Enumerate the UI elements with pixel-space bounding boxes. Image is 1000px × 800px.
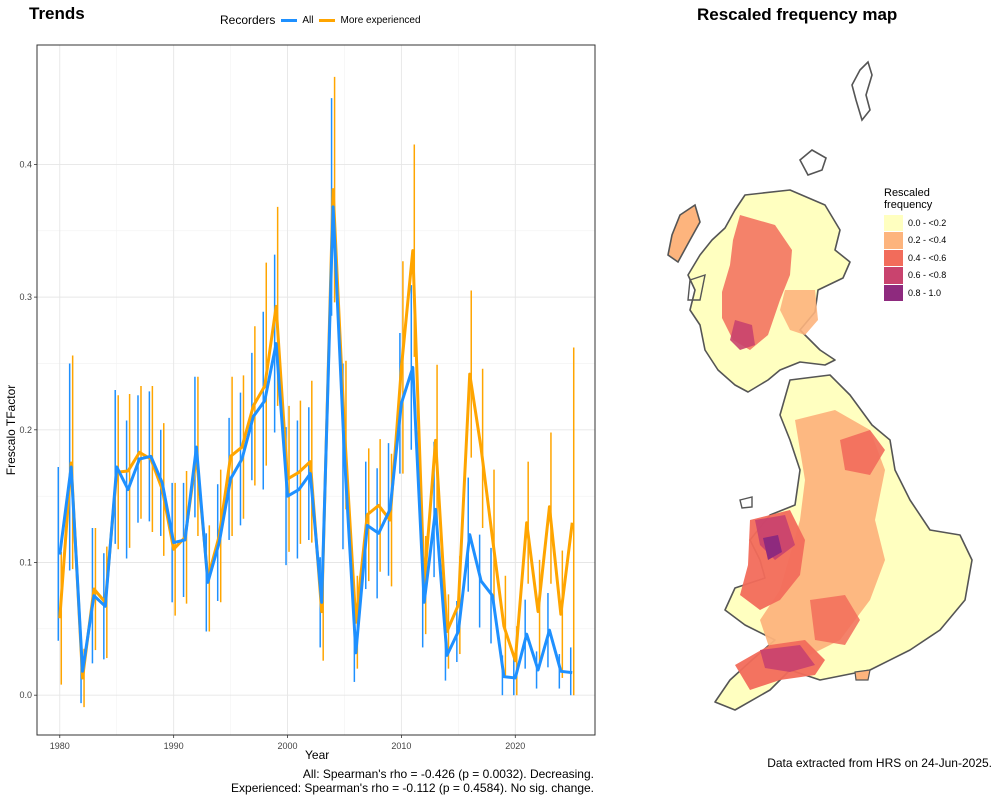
map-shetland <box>851 60 873 122</box>
map-skye <box>687 273 706 301</box>
map-southwest-deep <box>760 645 815 672</box>
chart-legend: Recorders All More experienced <box>220 11 421 29</box>
map-legend-swatch <box>884 284 903 301</box>
map-isle-of-wight <box>854 669 871 681</box>
map-legend: Rescaled frequency 0.0 - <0.2 0.2 - <0.4… <box>884 187 954 302</box>
map-legend-title: Rescaled frequency <box>884 187 933 211</box>
map-south-hot <box>810 595 860 645</box>
map-anglesey <box>739 496 753 509</box>
map-legend-label: 0.4 - <0.6 <box>908 252 947 263</box>
x-tick-label: 2010 <box>391 741 411 751</box>
legend-swatch-all <box>281 18 298 22</box>
map-england-warm <box>760 410 885 660</box>
y-tick-label: 0.4 <box>19 159 32 169</box>
map-legend-label: 0.0 - <0.2 <box>908 217 947 228</box>
y-axis-label: Frescalo TFactor <box>4 384 18 476</box>
series-lines <box>58 188 574 680</box>
map-scotland-deep <box>730 320 755 350</box>
map-orkney <box>798 149 827 176</box>
legend-swatch-experienced <box>319 18 336 22</box>
legend-item-all: All <box>281 15 313 26</box>
axis-ticks: 0.0 0.1 0.2 0.3 0.4 1980 1990 2000 2010 2020 <box>19 159 525 751</box>
map-legend-swatch <box>884 249 903 266</box>
map-legend-label: 0.6 - <0.8 <box>908 270 947 281</box>
map-legend-row: 0.0 - <0.2 <box>884 214 954 232</box>
map-legend-row: 0.8 - 1.0 <box>884 284 954 302</box>
trend-chart: 0.0 0.1 0.2 0.3 0.4 1980 1990 2000 2010 2020 <box>19 44 596 751</box>
y-tick-label: 0.1 <box>19 558 32 568</box>
legend-label-all: All <box>302 14 314 26</box>
y-tick-label: 0.0 <box>19 690 32 700</box>
x-tick-label: 1990 <box>164 741 184 751</box>
y-tick-label: 0.3 <box>19 292 32 302</box>
x-tick-label: 2000 <box>278 741 298 751</box>
map-legend-row: 0.6 - <0.8 <box>884 267 954 285</box>
map-legend-row: 0.2 - <0.4 <box>884 232 954 250</box>
stats-experienced-line: Experienced: Spearman's rho = -0.112 (p … <box>231 781 594 795</box>
map-western-isles <box>667 203 701 264</box>
map-legend-swatch <box>884 267 903 284</box>
map-scotland-hot <box>722 215 792 350</box>
uk-frequency-map <box>667 60 973 711</box>
map-legend-swatch <box>884 232 903 249</box>
series-line-experienced <box>58 188 574 680</box>
legend-title: Recorders <box>220 13 276 27</box>
x-tick-label: 1980 <box>50 741 70 751</box>
map-england-hot <box>840 430 885 475</box>
map-legend-row: 0.4 - <0.6 <box>884 249 954 267</box>
map-legend-label: 0.8 - 1.0 <box>908 287 942 298</box>
x-tick-label: 2020 <box>505 741 525 751</box>
legend-label-experienced: More experienced <box>340 14 421 26</box>
trends-title: Trends <box>29 4 85 23</box>
map-legend-swatch <box>884 214 903 231</box>
data-source-note: Data extracted from HRS on 24-Jun-2025. <box>767 756 992 770</box>
map-title: Rescaled frequency map <box>697 5 898 24</box>
y-tick-label: 0.2 <box>19 425 32 435</box>
error-bars <box>57 76 575 708</box>
legend-item-experienced: More experienced <box>319 14 421 26</box>
stats-all-line: All: Spearman's rho = -0.426 (p = 0.0032… <box>302 767 594 781</box>
map-legend-label: 0.2 - <0.4 <box>908 235 947 246</box>
x-axis-label: Year <box>305 748 330 762</box>
series-line-all <box>58 205 573 680</box>
map-scotland-warm <box>780 290 818 335</box>
map-wales-peak <box>763 535 782 560</box>
grid <box>37 45 595 735</box>
plot-frame <box>36 44 596 736</box>
